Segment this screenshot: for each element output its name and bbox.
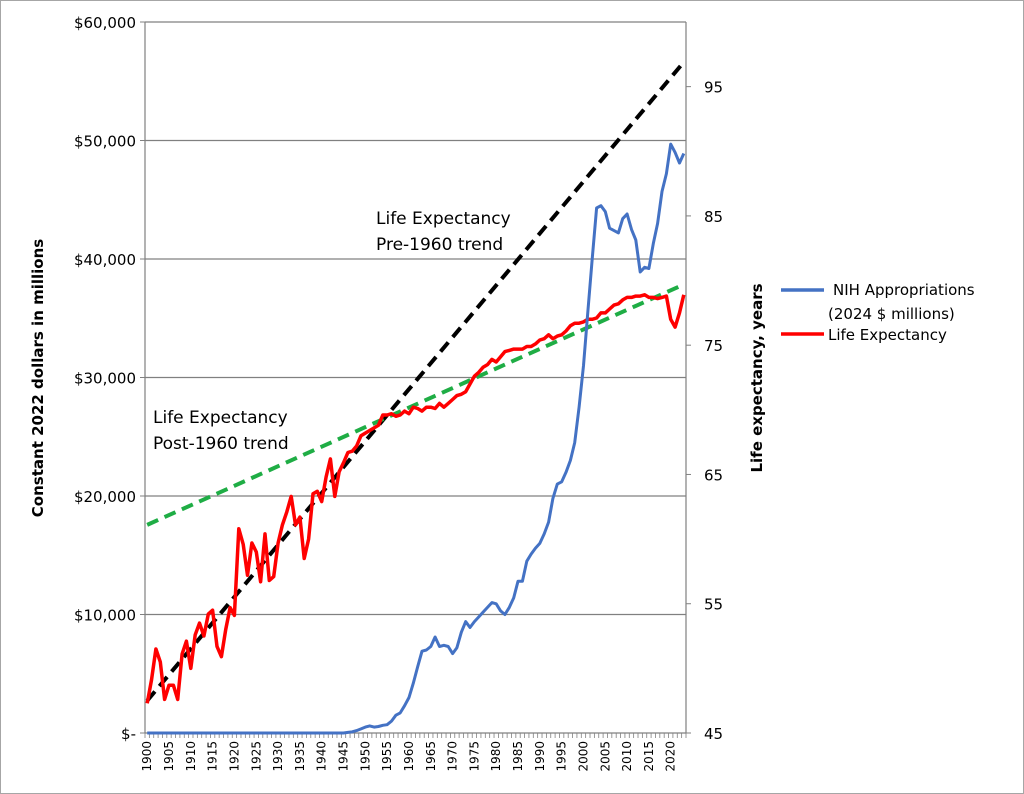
x-tick-label: 1945 xyxy=(337,741,351,772)
left-tick-label: $20,000 xyxy=(74,488,136,506)
annotation-pre1960-line1: Life Expectancy xyxy=(376,209,511,229)
right-tick-label: 55 xyxy=(704,596,723,614)
x-tick-label: 1975 xyxy=(467,741,481,772)
right-tick-label: 95 xyxy=(704,79,723,97)
x-tick-label: 1970 xyxy=(446,741,460,772)
x-tick-label: 2015 xyxy=(642,741,656,772)
left-tick-label: $50,000 xyxy=(74,133,136,151)
x-tick-label: 1900 xyxy=(140,741,154,772)
post-1960-trendline xyxy=(146,282,685,527)
right-tick-label: 45 xyxy=(704,725,723,743)
x-tick-label: 1920 xyxy=(227,741,241,772)
x-tick-label: 1985 xyxy=(511,741,525,772)
annotation-post1960-line1: Life Expectancy xyxy=(153,408,288,428)
x-tick-label: 1905 xyxy=(162,741,176,772)
x-tick-label: 1910 xyxy=(184,741,198,772)
left-tick-label: $30,000 xyxy=(74,370,136,388)
left-tick-label: $- xyxy=(121,725,136,743)
x-tick-label: 1930 xyxy=(271,741,285,772)
x-tick-label: 1960 xyxy=(402,741,416,772)
legend: NIH Appropriations (2024 $ millions) Lif… xyxy=(781,281,975,344)
x-tick-label: 1980 xyxy=(489,741,503,772)
right-axis-title: Life expectancy, years xyxy=(748,283,766,472)
legend-label-nih-units: (2024 $ millions) xyxy=(828,305,955,323)
annotation-post1960-line2: Post-1960 trend xyxy=(153,434,289,454)
right-tick-label: 85 xyxy=(704,208,723,226)
left-axis-title: Constant 2022 dollars in millions xyxy=(29,239,47,517)
x-tick-label: 1915 xyxy=(206,741,220,772)
x-tick-label: 2005 xyxy=(598,741,612,772)
life-expectancy-line xyxy=(145,293,686,704)
x-tick-label: 1995 xyxy=(555,741,569,772)
left-tick-label: $10,000 xyxy=(74,607,136,625)
x-tick-label: 1950 xyxy=(358,741,372,772)
legend-label-life: Life Expectancy xyxy=(828,326,947,344)
nih-appropriations-line xyxy=(147,142,686,735)
right-tick-label: 75 xyxy=(704,337,723,355)
x-tick-label: 1990 xyxy=(533,741,547,772)
left-tick-label: $40,000 xyxy=(74,251,136,269)
x-tick-label: 2020 xyxy=(664,741,678,772)
legend-label-nih: NIH Appropriations xyxy=(833,281,975,299)
x-tick-label: 1965 xyxy=(424,741,438,772)
x-tick-label: 1940 xyxy=(315,741,329,772)
pre-1960-trendline xyxy=(145,60,686,702)
x-tick-label: 2000 xyxy=(576,741,590,772)
x-tick-label: 2010 xyxy=(620,741,634,772)
x-tick-label: 1935 xyxy=(293,741,307,772)
right-tick-label: 65 xyxy=(704,466,723,484)
x-tick-label: 1925 xyxy=(249,741,263,772)
annotation-pre1960-line2: Pre-1960 trend xyxy=(376,235,503,255)
left-tick-label: $60,000 xyxy=(74,14,136,32)
x-tick-label: 1955 xyxy=(380,741,394,772)
